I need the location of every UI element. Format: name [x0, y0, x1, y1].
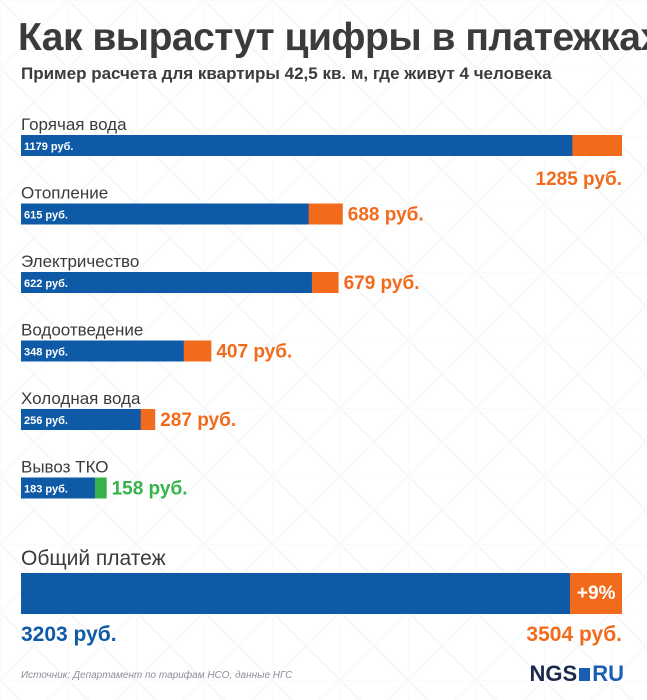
new-value-label: 688 руб. — [348, 205, 424, 226]
source-note: Источник: Департамент по тарифам НСО, да… — [21, 670, 293, 681]
category-label: Холодная вода — [21, 389, 141, 408]
bar-decrease — [94, 477, 107, 499]
logo-text-left: NGS — [529, 661, 578, 686]
category-label: Водоотведение — [21, 321, 143, 340]
logo-text-right: RU — [592, 661, 624, 686]
ngs-logo: NGS RU — [529, 661, 624, 686]
category-label: Отопление — [21, 184, 108, 203]
old-value-label: 622 руб. — [24, 278, 68, 290]
bar-old — [21, 340, 184, 362]
logo-square — [579, 667, 591, 681]
total-increase-segment: +9% — [570, 573, 622, 614]
bar-old — [21, 135, 573, 156]
page-subtitle: Пример расчета для квартиры 42,5 кв. м, … — [21, 64, 552, 83]
total-bar: +9% — [21, 573, 622, 614]
total-change-label: +9% — [576, 582, 616, 604]
old-value-label: 348 руб. — [24, 347, 68, 359]
total-title: Общий платеж — [21, 547, 166, 570]
new-value-label: 407 руб. — [216, 342, 292, 363]
old-value-label: 256 руб. — [24, 415, 68, 427]
bar-old — [21, 409, 141, 430]
old-value-label: 183 руб. — [24, 484, 68, 496]
total-new-label: 3504 руб. — [526, 623, 622, 646]
page-title: Как вырастут цифры в платежках — [18, 16, 647, 59]
bar-old — [21, 272, 312, 293]
category-label: Вывоз ТКО — [21, 458, 109, 477]
category-label: Горячая вода — [21, 115, 127, 134]
total-old-label: 3203 руб. — [21, 623, 117, 646]
new-value-label: 158 руб. — [112, 479, 188, 500]
old-value-label: 1179 руб. — [24, 141, 73, 153]
bar-old — [21, 477, 107, 499]
new-value-label: 679 руб. — [344, 273, 420, 294]
bar-old — [21, 203, 309, 225]
bar-chart: Горячая вода 1179 руб. 1285 руб. Отопление 6… — [21, 115, 622, 500]
category-label: Электричество — [21, 252, 139, 271]
new-value-label: 287 руб. — [160, 410, 236, 431]
old-value-label: 615 руб. — [24, 210, 68, 222]
new-value-label: 1285 руб. — [536, 169, 622, 190]
